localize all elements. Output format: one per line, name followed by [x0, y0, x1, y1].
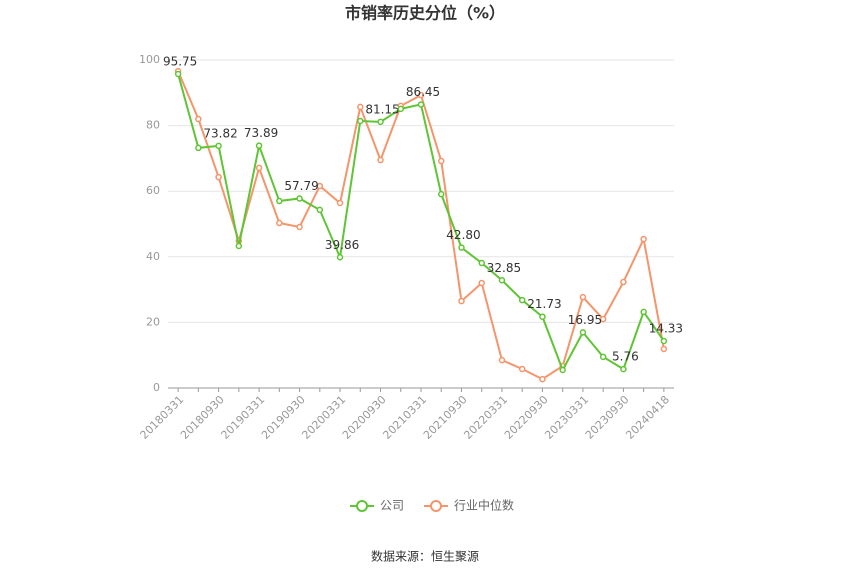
- point: [579, 293, 587, 301]
- y-tick-label: 60: [146, 184, 160, 197]
- point: [498, 356, 506, 364]
- point: [195, 144, 202, 152]
- point: [215, 142, 222, 150]
- point: [518, 296, 526, 304]
- source: 数据来源：恒生聚源: [371, 549, 479, 564]
- point: [215, 173, 222, 181]
- point: [437, 190, 445, 198]
- legend-label: 公司: [380, 499, 404, 513]
- point: [640, 235, 647, 243]
- value-label: 32.85: [487, 261, 521, 275]
- point: [518, 365, 526, 373]
- point: [599, 353, 607, 361]
- point: [336, 254, 344, 261]
- point: [357, 117, 364, 125]
- point: [357, 103, 364, 111]
- point: [559, 366, 566, 374]
- point: [660, 337, 668, 345]
- value-label: 5.76: [612, 350, 639, 364]
- value-label: 81.15: [365, 102, 399, 116]
- point: [417, 101, 425, 108]
- point: [539, 313, 546, 320]
- value-label: 16.95: [568, 313, 602, 327]
- point: [478, 279, 485, 287]
- point: [377, 156, 384, 164]
- point: [316, 182, 324, 190]
- y-tick-label: 40: [146, 250, 160, 263]
- legend-marker: [430, 500, 443, 512]
- point: [235, 242, 243, 250]
- legend-label: 行业中位数: [454, 498, 514, 513]
- value-label: 86.45: [406, 85, 440, 99]
- value-label: 42.80: [446, 228, 480, 242]
- point: [458, 297, 465, 305]
- y-tick-label: 80: [146, 119, 160, 132]
- point: [579, 329, 587, 336]
- x-tick-label: 20240418: [623, 393, 672, 442]
- value-label: 73.82: [203, 126, 237, 140]
- value-label: 14.33: [649, 321, 683, 335]
- point: [660, 345, 668, 353]
- point: [296, 223, 303, 231]
- point: [437, 157, 445, 165]
- value-label: 95.75: [163, 54, 197, 68]
- point: [620, 278, 627, 286]
- point: [255, 164, 263, 172]
- point: [539, 375, 546, 383]
- point: [377, 118, 384, 126]
- point: [316, 206, 324, 214]
- point: [498, 277, 506, 284]
- point: [174, 70, 182, 78]
- chart-title: 市销率历史分位（%）: [345, 4, 505, 23]
- point: [417, 91, 425, 99]
- point: [195, 115, 202, 123]
- point: [599, 315, 607, 323]
- value-label: 73.89: [244, 126, 278, 140]
- series-line: [177, 70, 665, 381]
- point: [276, 197, 283, 205]
- point: [640, 308, 647, 316]
- y-tick-label: 20: [146, 315, 160, 328]
- point: [478, 259, 485, 267]
- point: [620, 365, 627, 373]
- y-tick-label: 100: [139, 53, 160, 66]
- point: [397, 105, 405, 113]
- y-tick-label: 0: [153, 381, 160, 394]
- point: [276, 219, 283, 227]
- value-label: 39.86: [325, 238, 359, 252]
- point: [336, 199, 344, 207]
- value-label: 21.73: [527, 297, 561, 311]
- legend-marker: [356, 500, 368, 512]
- point: [296, 195, 303, 202]
- point: [255, 142, 263, 149]
- point: [458, 244, 465, 251]
- value-label: 57.79: [284, 179, 318, 193]
